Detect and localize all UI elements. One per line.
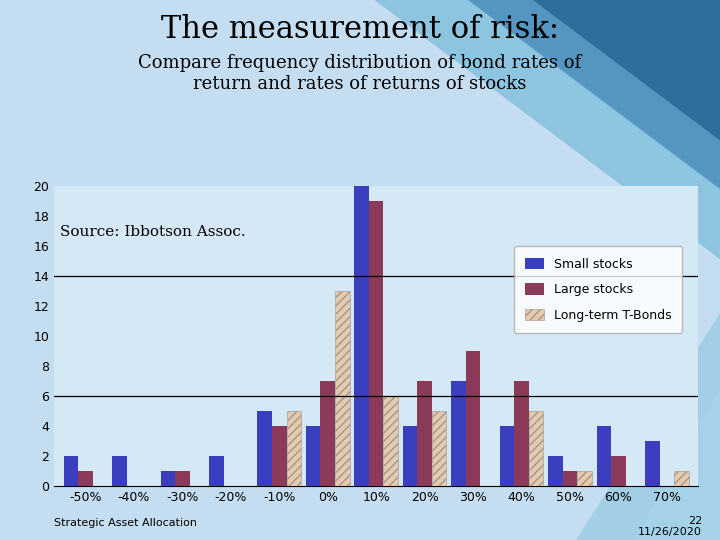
Bar bbox=[451, 381, 466, 486]
Bar bbox=[78, 471, 93, 486]
Bar bbox=[577, 471, 592, 486]
Polygon shape bbox=[374, 0, 720, 259]
Bar bbox=[418, 381, 432, 486]
Bar bbox=[514, 381, 528, 486]
Bar bbox=[369, 201, 384, 486]
Legend: Small stocks, Large stocks, Long-term T-Bonds: Small stocks, Large stocks, Long-term T-… bbox=[513, 246, 683, 333]
Bar bbox=[63, 456, 78, 486]
Bar bbox=[528, 411, 544, 486]
Bar bbox=[403, 426, 418, 486]
Bar bbox=[597, 426, 611, 486]
Text: Strategic Asset Allocation: Strategic Asset Allocation bbox=[54, 518, 197, 529]
Polygon shape bbox=[468, 0, 720, 189]
Text: Compare frequency distribution of bond rates of
return and rates of returns of s: Compare frequency distribution of bond r… bbox=[138, 54, 582, 93]
Bar bbox=[272, 426, 287, 486]
Bar bbox=[384, 396, 398, 486]
Bar bbox=[161, 471, 175, 486]
Bar bbox=[335, 291, 349, 486]
Polygon shape bbox=[576, 313, 720, 540]
Bar bbox=[432, 411, 446, 486]
Bar bbox=[209, 456, 224, 486]
Text: 22: 22 bbox=[688, 516, 702, 526]
Bar bbox=[645, 441, 660, 486]
Bar bbox=[674, 471, 689, 486]
Bar bbox=[500, 426, 514, 486]
Bar bbox=[320, 381, 335, 486]
Bar bbox=[306, 426, 320, 486]
Text: 11/26/2020: 11/26/2020 bbox=[638, 526, 702, 537]
Polygon shape bbox=[533, 0, 720, 140]
Bar bbox=[548, 456, 563, 486]
Bar bbox=[175, 471, 189, 486]
Bar bbox=[287, 411, 301, 486]
Text: The measurement of risk:: The measurement of risk: bbox=[161, 14, 559, 44]
Polygon shape bbox=[634, 389, 720, 540]
Bar bbox=[611, 456, 626, 486]
Bar bbox=[354, 186, 369, 486]
Text: Source: Ibbotson Assoc.: Source: Ibbotson Assoc. bbox=[60, 225, 246, 239]
Bar bbox=[258, 411, 272, 486]
Bar bbox=[112, 456, 127, 486]
Bar bbox=[563, 471, 577, 486]
Bar bbox=[466, 351, 480, 486]
